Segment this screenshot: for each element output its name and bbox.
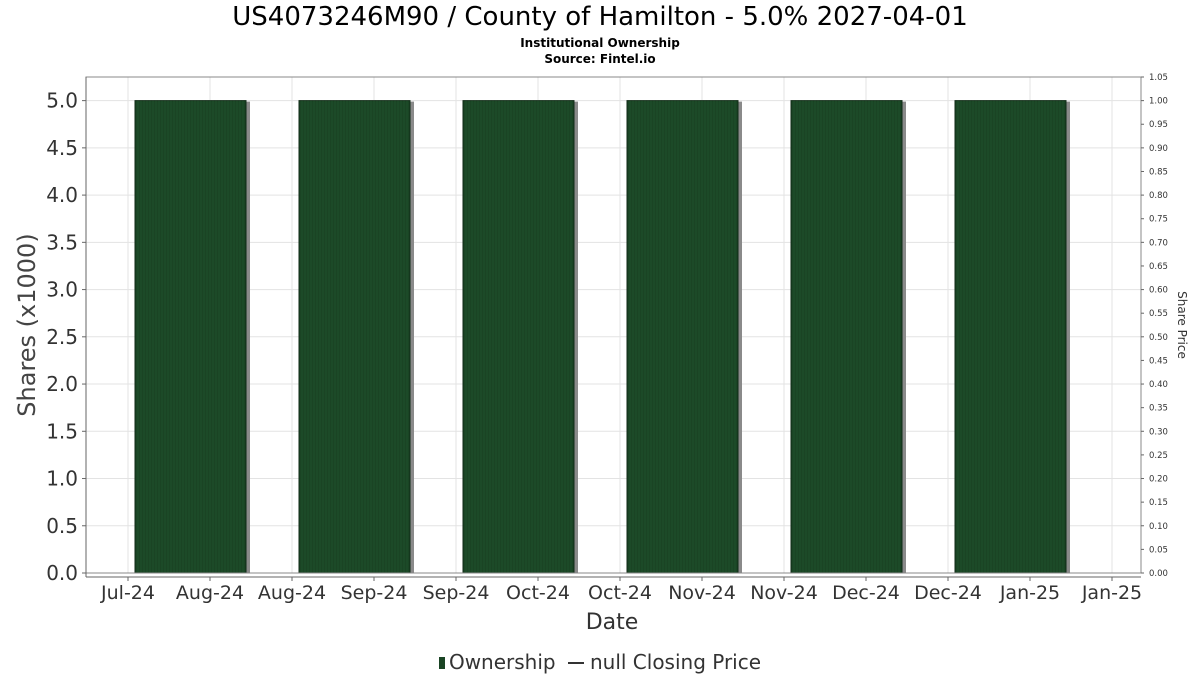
y2-tick-label: 0.30	[1149, 427, 1168, 437]
y2-axis-label: Share Price	[1175, 291, 1189, 359]
y-tick-label: 1.0	[46, 467, 78, 491]
y2-tick-label: 0.10	[1149, 522, 1168, 532]
y-axis-label: Shares (x1000)	[13, 233, 41, 416]
legend-ownership: Ownership	[438, 649, 556, 674]
y-tick-label: 5.0	[46, 89, 78, 113]
chart-subtitle: Institutional Ownership	[520, 36, 680, 50]
y2-tick-label: 0.80	[1149, 191, 1168, 201]
x-tick-label: Sep-24	[423, 582, 490, 604]
y2-tick-label: 0.50	[1149, 333, 1168, 343]
ownership-bar	[298, 100, 411, 574]
y2-tick-label: 0.60	[1149, 286, 1168, 296]
y2-tick-label: 0.55	[1149, 309, 1168, 319]
legend-ownership-label: Ownership	[448, 649, 556, 674]
x-tick-label: Dec-24	[914, 582, 982, 604]
ownership-bar	[954, 100, 1067, 574]
ownership-bar	[626, 100, 739, 574]
y-tick-label: 0.0	[46, 561, 78, 585]
y2-tick-label: 1.00	[1149, 97, 1168, 107]
y2-tick-label: 0.15	[1149, 498, 1168, 508]
x-tick-label: Jul-24	[100, 582, 155, 604]
y-tick-label: 1.5	[46, 419, 78, 443]
x-tick-label: Sep-24	[341, 582, 408, 604]
ownership-bar	[134, 100, 247, 574]
y-tick-label: 4.5	[46, 136, 78, 160]
y2-tick-label: 0.65	[1149, 262, 1168, 272]
y2-tick-label: 0.45	[1149, 356, 1168, 366]
y2-tick-label: 0.20	[1149, 475, 1168, 485]
x-tick-label: Aug-24	[258, 582, 326, 604]
y2-tick-label: 0.90	[1149, 144, 1168, 154]
y-tick-label: 4.0	[46, 183, 78, 207]
x-axis-label: Date	[586, 610, 639, 635]
y2-tick-label: 0.85	[1149, 167, 1168, 177]
y2-tick-label: 0.95	[1149, 120, 1168, 130]
y2-tick-label: 0.75	[1149, 215, 1168, 225]
y2-tick-label: 0.00	[1149, 569, 1168, 579]
ownership-bar	[462, 100, 575, 574]
x-tick-label: Jan-25	[1081, 582, 1142, 604]
y-tick-label: 3.5	[46, 230, 78, 254]
y2-tick-label: 0.05	[1149, 545, 1168, 555]
y-tick-label: 0.5	[46, 514, 78, 538]
legend-price-label: null Closing Price	[589, 649, 762, 674]
y-tick-label: 2.5	[46, 325, 78, 349]
y-tick-label: 2.0	[46, 372, 78, 396]
x-tick-label: Nov-24	[668, 582, 736, 604]
y2-tick-label: 0.70	[1149, 238, 1168, 248]
ownership-swatch	[438, 657, 445, 669]
chart-legend: Ownership null Closing Price	[0, 648, 1200, 674]
x-tick-label: Dec-24	[832, 582, 900, 604]
x-tick-label: Nov-24	[750, 582, 818, 604]
chart-source: Source: Fintel.io	[544, 52, 656, 66]
x-tick-label: Oct-24	[506, 582, 570, 604]
y-tick-label: 3.0	[46, 278, 78, 302]
y2-tick-label: 0.25	[1149, 451, 1168, 461]
x-tick-label: Aug-24	[176, 582, 244, 604]
y2-tick-label: 0.40	[1149, 380, 1168, 390]
y2-tick-label: 0.35	[1149, 404, 1168, 414]
price-swatch	[567, 662, 584, 664]
ownership-bar	[790, 100, 903, 574]
y2-tick-label: 1.05	[1149, 73, 1168, 83]
x-tick-label: Jan-25	[999, 582, 1060, 604]
legend-price: null Closing Price	[562, 650, 761, 674]
x-tick-label: Oct-24	[588, 582, 652, 604]
chart-title: US4073246M90 / County of Hamilton - 5.0%…	[232, 2, 968, 32]
